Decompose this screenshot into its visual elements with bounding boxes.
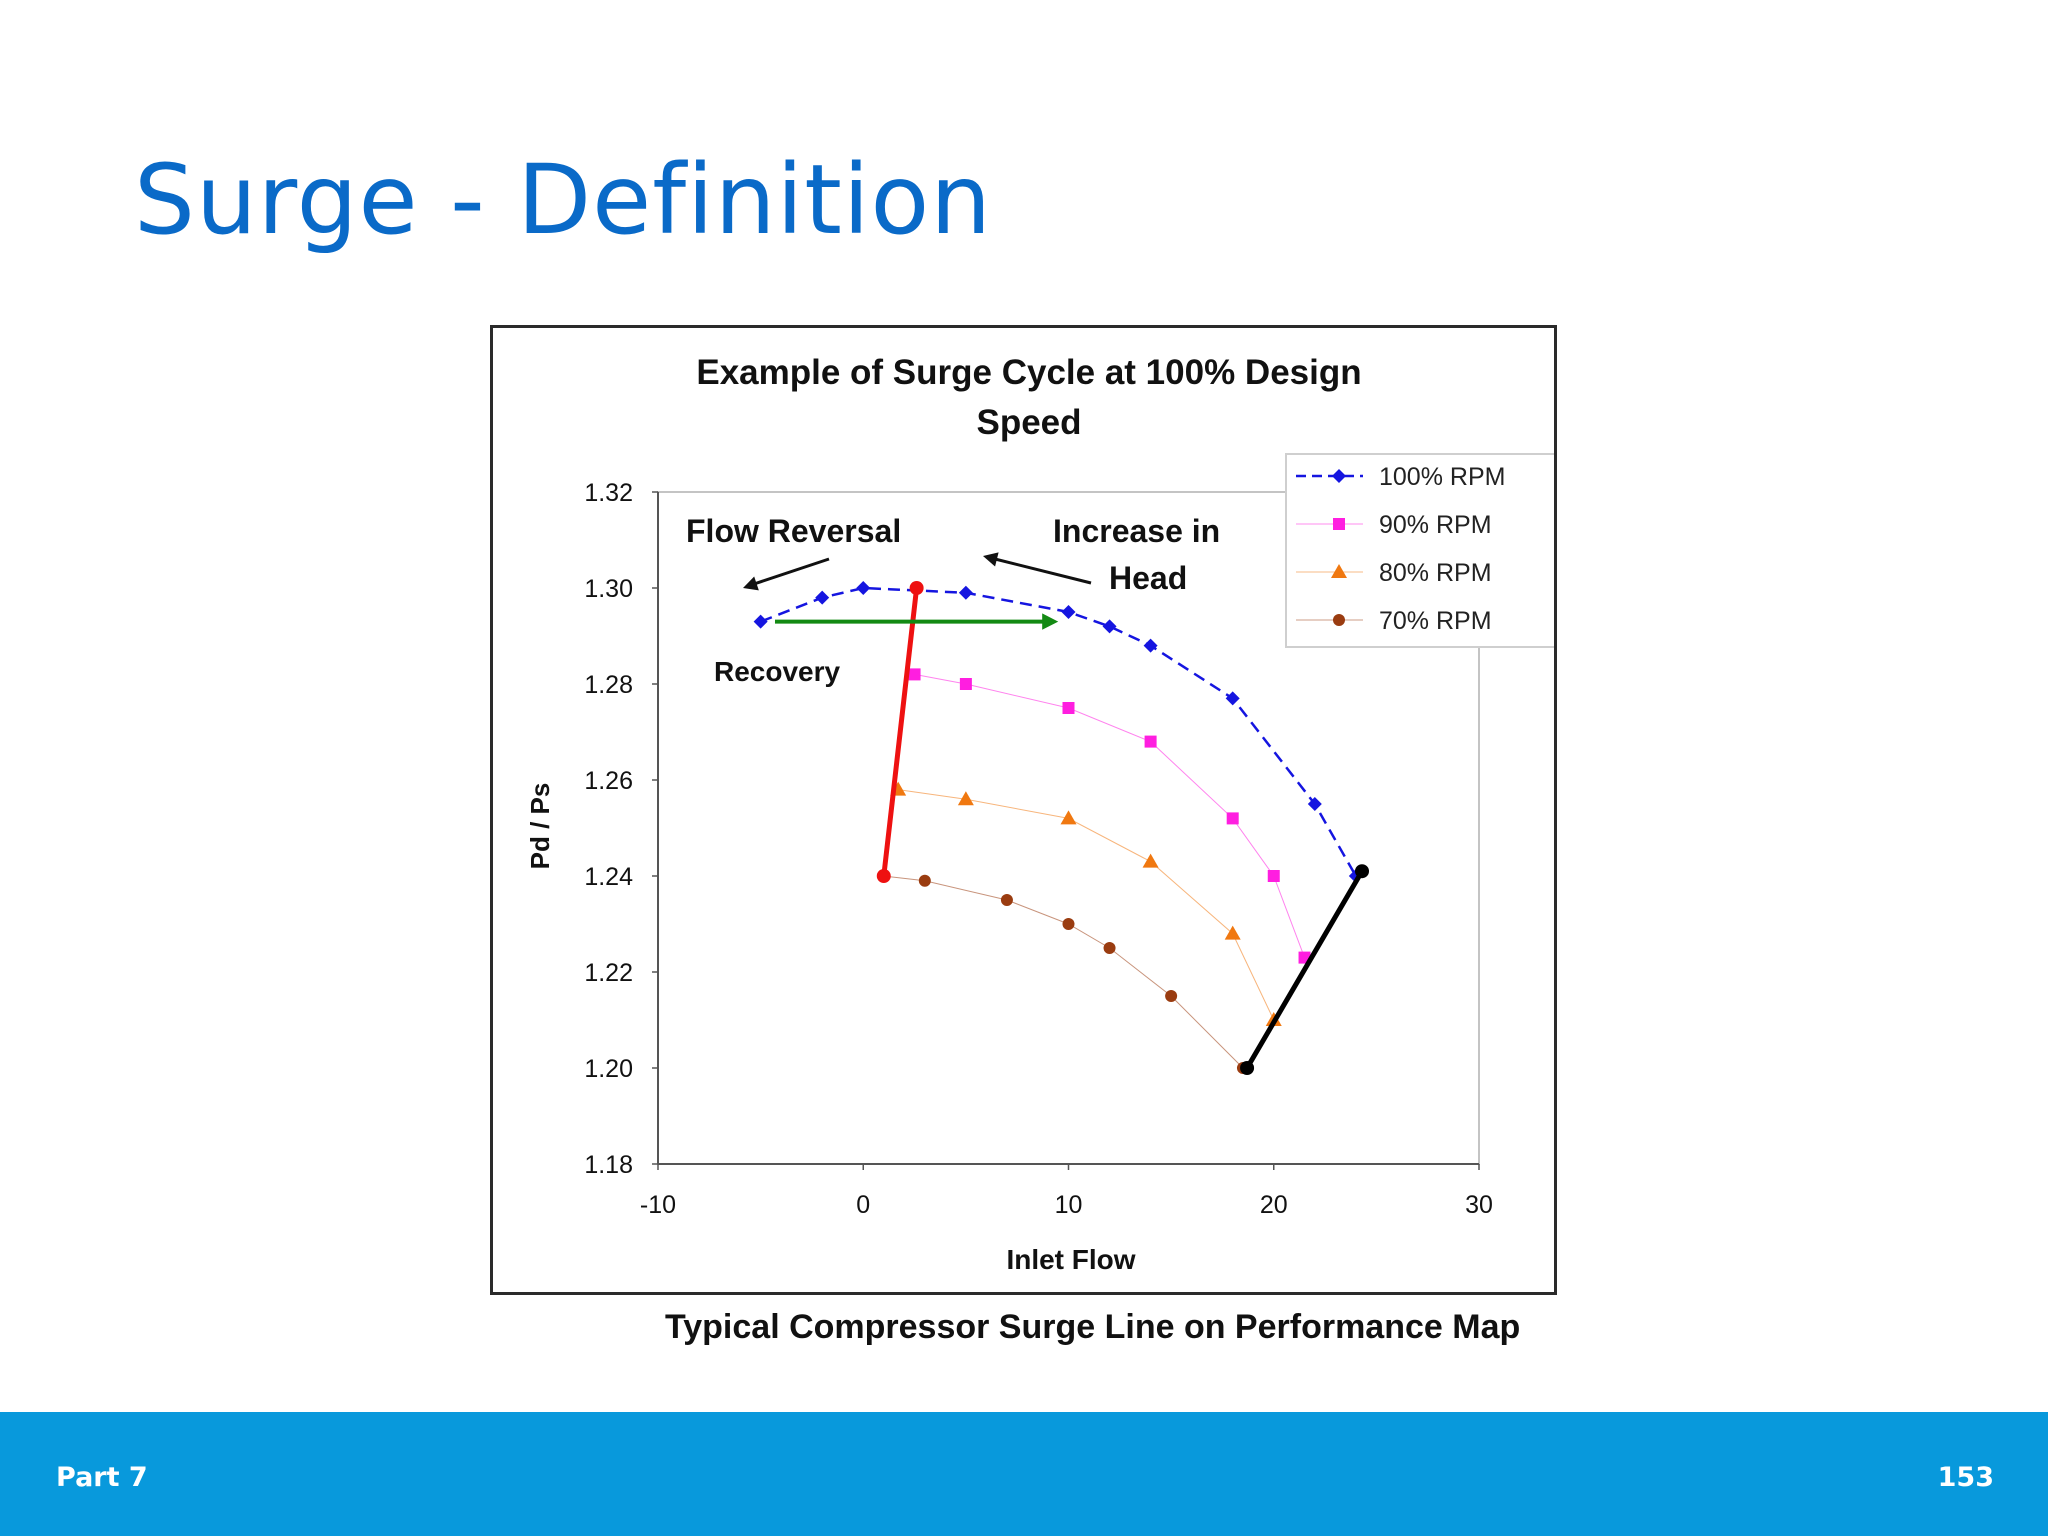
data-point — [1165, 990, 1177, 1002]
data-point — [1063, 702, 1075, 714]
x-tick-label: 30 — [1465, 1191, 1493, 1219]
legend-label: 80% RPM — [1379, 559, 1492, 587]
x-tick-label: 0 — [856, 1191, 870, 1219]
page-number: 153 — [1938, 1462, 1994, 1493]
data-point — [1104, 942, 1116, 954]
x-axis-label: Inlet Flow — [1006, 1244, 1135, 1275]
footer-bar: Part 7 153 — [0, 1412, 2048, 1536]
data-point — [919, 875, 931, 887]
surge-line-end — [910, 581, 924, 595]
increase-in-head-label-line2: Head — [1109, 560, 1187, 596]
chart-title-line2: Speed — [976, 403, 1081, 442]
x-tick-label: -10 — [640, 1191, 676, 1219]
legend-marker — [1333, 518, 1345, 530]
y-tick-label: 1.24 — [584, 863, 633, 891]
legend-label: 70% RPM — [1379, 607, 1492, 635]
footer-section-label: Part 7 — [56, 1462, 148, 1493]
legend-marker — [1333, 614, 1345, 626]
data-point — [1268, 870, 1280, 882]
y-tick-label: 1.20 — [584, 1055, 633, 1083]
choke-line-end — [1355, 864, 1369, 878]
chart-figure: Example of Surge Cycle at 100% Design Sp… — [490, 325, 1557, 1295]
y-tick-label: 1.26 — [584, 767, 633, 795]
y-tick-label: 1.32 — [584, 479, 633, 507]
y-tick-label: 1.18 — [584, 1151, 633, 1179]
increase-in-head-label-line1: Increase in — [1053, 513, 1220, 549]
data-point — [909, 668, 921, 680]
y-tick-label: 1.28 — [584, 671, 633, 699]
recovery-label: Recovery — [714, 656, 841, 687]
data-point — [1063, 918, 1075, 930]
performance-map-chart: Example of Surge Cycle at 100% Design Sp… — [493, 328, 1554, 1292]
chart-legend: 100% RPM 90% RPM 80% RPM 70% RPM — [1286, 454, 1554, 647]
legend-label: 100% RPM — [1379, 463, 1505, 491]
slide-title: Surge - Definition — [134, 148, 992, 254]
data-point — [1145, 736, 1157, 748]
surge-line-end — [877, 869, 891, 883]
data-point — [1001, 894, 1013, 906]
flow-reversal-label: Flow Reversal — [686, 513, 901, 549]
figure-caption: Typical Compressor Surge Line on Perform… — [665, 1308, 1520, 1347]
x-tick-label: 10 — [1055, 1191, 1083, 1219]
x-tick-label: 20 — [1260, 1191, 1288, 1219]
y-tick-label: 1.30 — [584, 575, 633, 603]
data-point — [960, 678, 972, 690]
legend-label: 90% RPM — [1379, 511, 1492, 539]
choke-line-end — [1240, 1061, 1254, 1075]
data-point — [1227, 812, 1239, 824]
y-axis-label: Pd / Ps — [525, 783, 555, 870]
chart-title-line1: Example of Surge Cycle at 100% Design — [696, 353, 1361, 392]
y-tick-label: 1.22 — [584, 959, 633, 987]
